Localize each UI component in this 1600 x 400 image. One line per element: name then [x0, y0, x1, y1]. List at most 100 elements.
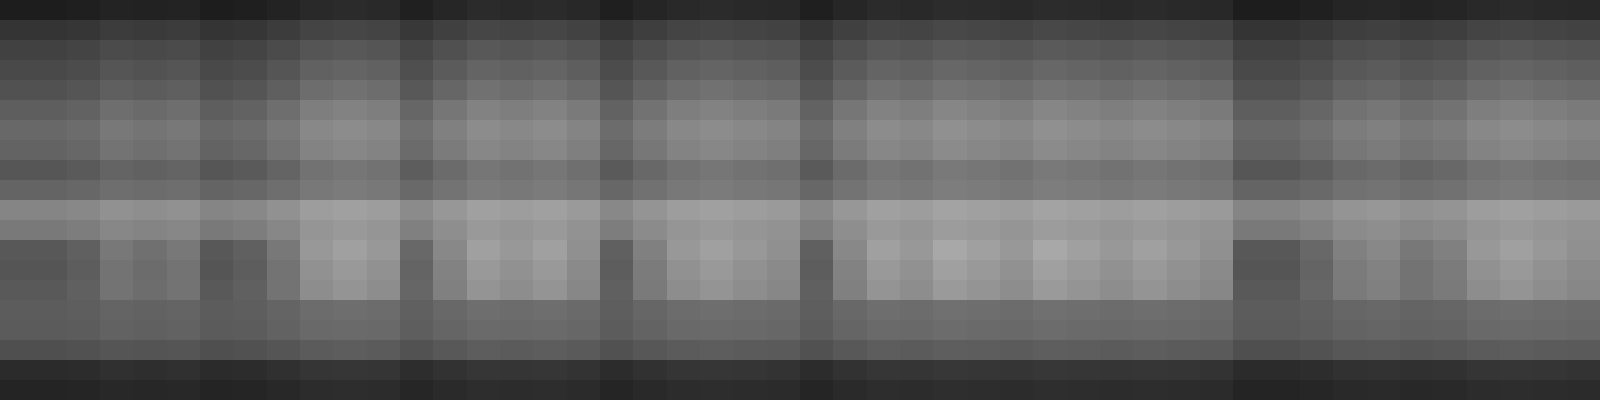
heatmap-cell: [1133, 200, 1167, 221]
heatmap-cell: [0, 40, 34, 61]
heatmap-cell: [767, 180, 801, 201]
heatmap-cell: [133, 340, 167, 361]
heatmap-cell: [467, 120, 501, 141]
heatmap-cell: [667, 80, 701, 101]
heatmap-cell: [33, 320, 67, 341]
heatmap-cell: [1233, 20, 1267, 41]
heatmap-cell: [833, 0, 867, 21]
heatmap-cell: [133, 100, 167, 121]
heatmap-cell: [400, 200, 434, 221]
heatmap-cell: [1000, 100, 1034, 121]
heatmap-cell: [667, 160, 701, 181]
heatmap-cell: [1067, 120, 1101, 141]
heatmap-cell: [700, 260, 734, 281]
heatmap-cell: [300, 380, 334, 400]
heatmap-cell: [1567, 40, 1600, 61]
heatmap-cell: [1267, 220, 1301, 241]
heatmap-cell: [567, 200, 601, 221]
heatmap-cell: [1067, 280, 1101, 301]
heatmap-cell: [100, 80, 134, 101]
heatmap-cell: [800, 120, 834, 141]
heatmap-cell: [67, 200, 101, 221]
heatmap-cell: [1467, 160, 1501, 181]
heatmap-cell: [900, 340, 934, 361]
heatmap-cell: [833, 380, 867, 400]
heatmap-cell: [267, 60, 301, 81]
heatmap-cell: [833, 240, 867, 261]
heatmap-cell: [1500, 320, 1534, 341]
heatmap-cell: [1533, 180, 1567, 201]
heatmap-cell: [633, 220, 667, 241]
heatmap-cell: [333, 40, 367, 61]
heatmap-cell: [1000, 80, 1034, 101]
heatmap-cell: [433, 220, 467, 241]
heatmap-cell: [100, 340, 134, 361]
heatmap-cell: [33, 300, 67, 321]
heatmap-cell: [100, 120, 134, 141]
heatmap-cell: [1300, 300, 1334, 321]
heatmap-cell: [1433, 360, 1467, 381]
heatmap-cell: [267, 200, 301, 221]
heatmap-cell: [1333, 100, 1367, 121]
heatmap-cell: [333, 180, 367, 201]
heatmap-cell: [0, 160, 34, 181]
heatmap-cell: [1200, 360, 1234, 381]
heatmap-cell: [1400, 340, 1434, 361]
heatmap-cell: [1433, 260, 1467, 281]
heatmap-cell: [567, 360, 601, 381]
heatmap-cell: [1067, 240, 1101, 261]
heatmap-cell: [1067, 100, 1101, 121]
heatmap-cell: [600, 240, 634, 261]
heatmap-cell: [567, 280, 601, 301]
heatmap-cell: [1400, 20, 1434, 41]
heatmap-cell: [767, 300, 801, 321]
heatmap-cell: [800, 20, 834, 41]
heatmap-cell: [667, 240, 701, 261]
heatmap-cell: [1333, 80, 1367, 101]
heatmap-cell: [400, 180, 434, 201]
heatmap-cell: [967, 100, 1001, 121]
heatmap-cell: [333, 280, 367, 301]
heatmap-cell: [500, 360, 534, 381]
heatmap-cell: [600, 340, 634, 361]
heatmap-cell: [600, 220, 634, 241]
heatmap-cell: [1267, 120, 1301, 141]
heatmap-cell: [500, 100, 534, 121]
heatmap-cell: [1200, 320, 1234, 341]
heatmap-cell: [1400, 120, 1434, 141]
heatmap-cell: [633, 100, 667, 121]
heatmap-cell: [733, 140, 767, 161]
heatmap-cell: [600, 180, 634, 201]
heatmap-cell: [1567, 240, 1600, 261]
heatmap-cell: [167, 380, 201, 400]
heatmap-cell: [433, 140, 467, 161]
heatmap-cell: [1467, 340, 1501, 361]
heatmap-cell: [100, 300, 134, 321]
heatmap-cell: [1067, 80, 1101, 101]
heatmap-cell: [267, 160, 301, 181]
heatmap-cell: [467, 20, 501, 41]
heatmap-cell: [367, 340, 401, 361]
heatmap-cell: [533, 20, 567, 41]
heatmap-cell: [900, 80, 934, 101]
heatmap-cell: [1533, 340, 1567, 361]
heatmap-cell: [1200, 380, 1234, 400]
heatmap-cell: [1333, 260, 1367, 281]
heatmap-cell: [1300, 360, 1334, 381]
heatmap-cell: [1000, 260, 1034, 281]
heatmap-cell: [1567, 300, 1600, 321]
heatmap-cell: [1333, 20, 1367, 41]
heatmap-cell: [1167, 200, 1201, 221]
heatmap-cell: [833, 20, 867, 41]
heatmap-cell: [367, 60, 401, 81]
heatmap-cell: [1167, 0, 1201, 21]
heatmap-cell: [567, 260, 601, 281]
heatmap-cell: [1533, 260, 1567, 281]
heatmap-cell: [1300, 220, 1334, 241]
heatmap-cell: [1133, 220, 1167, 241]
heatmap-cell: [800, 360, 834, 381]
heatmap-cell: [933, 140, 967, 161]
heatmap-cell: [1533, 320, 1567, 341]
heatmap-cell: [1400, 260, 1434, 281]
heatmap-cell: [700, 380, 734, 400]
